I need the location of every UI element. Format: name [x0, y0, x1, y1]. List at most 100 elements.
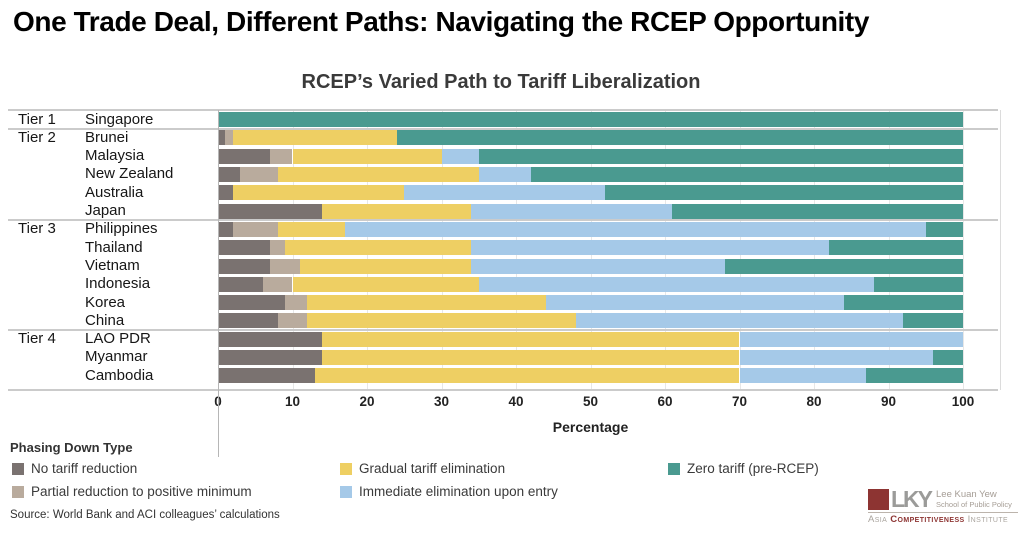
- x-axis-title: Percentage: [552, 419, 629, 435]
- country-label: Philippines: [85, 220, 158, 238]
- legend-swatch: [12, 462, 24, 475]
- country-label: Indonesia: [85, 275, 151, 293]
- bar-segment: [478, 276, 874, 292]
- legend-column: No tariff reduction Partial reduction to …: [12, 457, 252, 503]
- bar-segment: [672, 203, 963, 219]
- legend-item: Zero tariff (pre-RCEP): [668, 457, 819, 480]
- bar-segment: [322, 350, 740, 365]
- country-label: New Zealand: [85, 165, 174, 183]
- legend-swatch: [12, 485, 24, 498]
- aci-logo: LKY Lee Kuan Yew School of Public Policy…: [868, 486, 1018, 525]
- legend-item: Gradual tariff elimination: [340, 457, 558, 480]
- legend-item-label: Gradual tariff elimination: [359, 461, 506, 476]
- country-label: Brunei: [85, 128, 129, 146]
- bar-segment: [292, 276, 479, 292]
- lky-logo-letters: LKY: [891, 486, 933, 512]
- tier-label: Tier 1: [18, 110, 56, 128]
- bar-segment: [925, 221, 963, 237]
- x-tick-label: 40: [508, 394, 524, 409]
- plot-right-border: [1000, 110, 1001, 390]
- group-separator: [8, 109, 998, 111]
- country-label: Australia: [85, 183, 144, 201]
- country-label: Malaysia: [85, 147, 145, 165]
- group-separator: [8, 219, 998, 222]
- bar-segment: [866, 368, 963, 384]
- aci-asia: Asia: [868, 514, 891, 525]
- x-tick-label: 80: [806, 394, 822, 409]
- legend-swatch: [668, 462, 680, 475]
- bar-segment: [471, 240, 829, 256]
- lky-logo-row: LKY Lee Kuan Yew School of Public Policy: [868, 486, 1018, 512]
- bar-segment: [225, 130, 233, 146]
- legend-column: Zero tariff (pre-RCEP): [668, 457, 819, 480]
- bar-segment: [396, 130, 963, 146]
- bar-segment: [404, 185, 606, 201]
- x-tick-label: 90: [880, 394, 897, 409]
- legend-swatch: [340, 462, 352, 475]
- bar-segment: [218, 221, 233, 237]
- group-separator: [8, 127, 998, 130]
- bar-segment: [240, 167, 278, 182]
- bar-segment: [299, 258, 472, 274]
- bar-segment: [292, 148, 442, 164]
- bar-segment: [307, 313, 576, 329]
- bar-segment: [471, 258, 725, 274]
- y-axis-line: [218, 110, 219, 457]
- x-tick-label: 10: [284, 394, 301, 409]
- group-separator: [8, 329, 998, 332]
- bar-segment: [724, 258, 963, 274]
- bar-segment: [232, 130, 397, 146]
- legend-title: Phasing Down Type: [10, 440, 133, 455]
- bar-segment: [270, 148, 293, 164]
- bar-segment: [530, 167, 963, 182]
- bar-segment: [218, 130, 226, 146]
- aci-competitiveness: Competitiveness: [890, 514, 965, 525]
- country-label: Myanmar: [85, 348, 148, 366]
- x-tick-label: 60: [657, 394, 673, 409]
- bar-segment: [218, 313, 278, 329]
- bar-segment: [218, 331, 323, 347]
- lky-school-sub: School of Public Policy: [936, 500, 1012, 509]
- bar-segment: [218, 185, 233, 201]
- bar-segment: [218, 258, 271, 274]
- legend-item-label: Partial reduction to positive minimum: [31, 484, 252, 499]
- bar-segment: [545, 295, 844, 311]
- bar-segment: [218, 240, 271, 256]
- legend-column: Gradual tariff elimination Immediate elim…: [340, 457, 558, 503]
- x-tick-label: 100: [951, 394, 975, 409]
- legend-swatch: [340, 485, 352, 498]
- country-label: Korea: [85, 293, 126, 311]
- x-tick-label: 20: [359, 394, 375, 409]
- bar-segment: [471, 203, 673, 219]
- bar-segment: [307, 295, 546, 311]
- bar-segment: [441, 148, 479, 164]
- bar-segment: [843, 295, 963, 311]
- bar-segment: [218, 368, 315, 384]
- bar-segment: [218, 350, 323, 365]
- bar-segment: [322, 203, 472, 219]
- bar-segment: [739, 350, 934, 365]
- aci-institute-text: Asia Competitiveness Institute: [868, 512, 1018, 525]
- country-label: Singapore: [85, 110, 154, 128]
- x-tick-label: 70: [731, 394, 748, 409]
- bar-segment: [933, 350, 963, 365]
- bar-segment: [218, 167, 241, 182]
- country-label: Cambodia: [85, 366, 154, 384]
- bar-segment: [277, 167, 479, 182]
- bar-segment: [218, 295, 286, 311]
- source-note: Source: World Bank and ACI colleagues’ c…: [10, 509, 280, 521]
- bar-segment: [218, 148, 271, 164]
- country-label: Thailand: [85, 238, 143, 256]
- bar-segment: [232, 185, 405, 201]
- country-label: Vietnam: [85, 256, 140, 274]
- bar-segment: [270, 240, 286, 256]
- country-label: China: [85, 311, 125, 329]
- bar-segment: [605, 185, 963, 201]
- country-label: Japan: [85, 202, 126, 219]
- bar-segment: [285, 295, 308, 311]
- legend-item-label: No tariff reduction: [31, 461, 138, 476]
- country-label: LAO PDR: [85, 330, 151, 348]
- bar-segment: [277, 313, 308, 329]
- bar-segment: [270, 258, 300, 274]
